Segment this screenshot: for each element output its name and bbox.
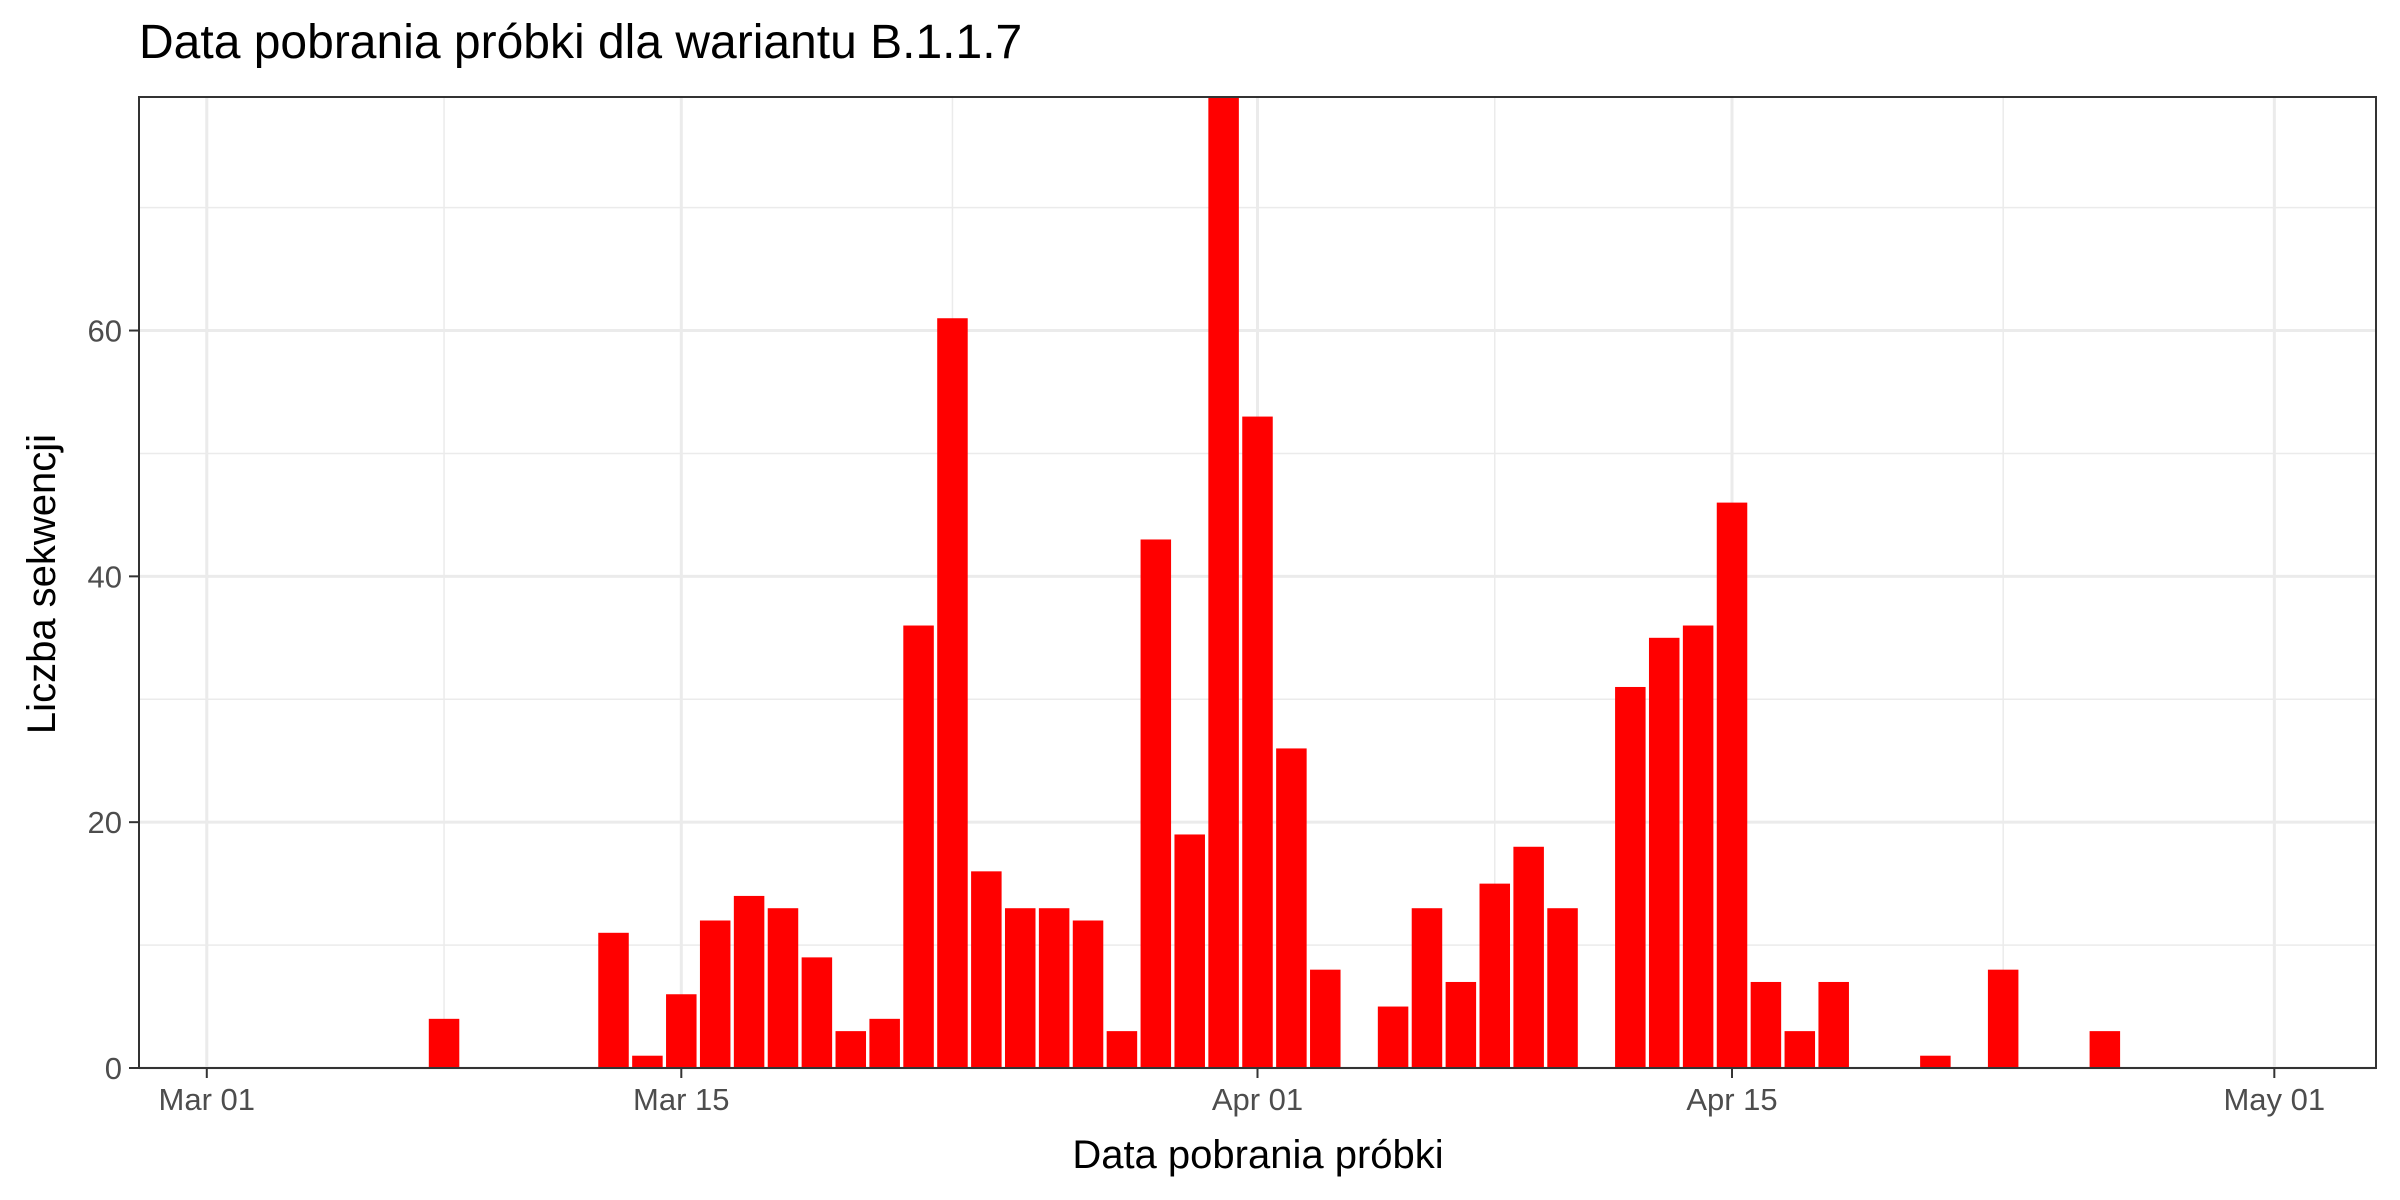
x-axis-title: Data pobrania próbki [1072,1133,1443,1177]
bar [971,871,1002,1068]
bar [1615,686,1646,1068]
bar [1174,834,1205,1068]
x-tick-label: Apr 01 [1212,1082,1303,1117]
bar [1682,625,1714,1068]
bar [1920,1055,1951,1068]
bar [835,1031,867,1068]
bar [1106,1031,1138,1068]
bar [2089,1031,2121,1068]
bar [1648,637,1680,1068]
bar [1276,748,1307,1068]
bar [869,1018,900,1068]
bar [1784,1031,1816,1068]
y-tick-label: 20 [88,805,122,840]
y-tick-label: 60 [88,314,122,349]
bar [632,1055,663,1068]
bar [767,908,799,1068]
bar [1987,969,2019,1068]
bar [1140,539,1172,1068]
bar [1818,981,1849,1068]
bar [1513,846,1544,1068]
x-tick-label: May 01 [2223,1082,2325,1117]
bar [1716,502,1748,1068]
x-tick-label: Mar 01 [159,1082,255,1117]
bar [1479,883,1511,1068]
bar [1208,97,1239,1068]
bar [1004,908,1036,1068]
x-tick-label: Apr 15 [1686,1082,1777,1117]
y-tick-label: 40 [88,559,122,594]
bar [1310,969,1341,1068]
bar [1038,908,1070,1068]
bar [666,994,697,1068]
bars [428,97,2121,1069]
bar [801,957,833,1068]
bar [1547,908,1578,1068]
bar [428,1018,460,1068]
y-tick-label: 0 [105,1051,122,1086]
bar [1411,908,1443,1068]
x-tick-label: Mar 15 [633,1082,729,1117]
x-axis: Mar 01 Mar 15 Apr 01 Apr 15 May 01 [159,1068,2325,1117]
bar [1072,920,1104,1068]
bar [733,895,765,1068]
bar [1377,1006,1409,1068]
bar [1750,981,1782,1068]
bar [598,932,629,1068]
y-axis-title: Liczba sekwencji [20,434,64,734]
bar [937,318,968,1069]
bar [903,625,934,1068]
chart-title: Data pobrania próbki dla wariantu B.1.1.… [139,16,1022,69]
bar [1445,981,1477,1068]
bar [1242,416,1273,1069]
y-axis: 0 20 40 60 [88,314,139,1086]
bar [699,920,731,1068]
